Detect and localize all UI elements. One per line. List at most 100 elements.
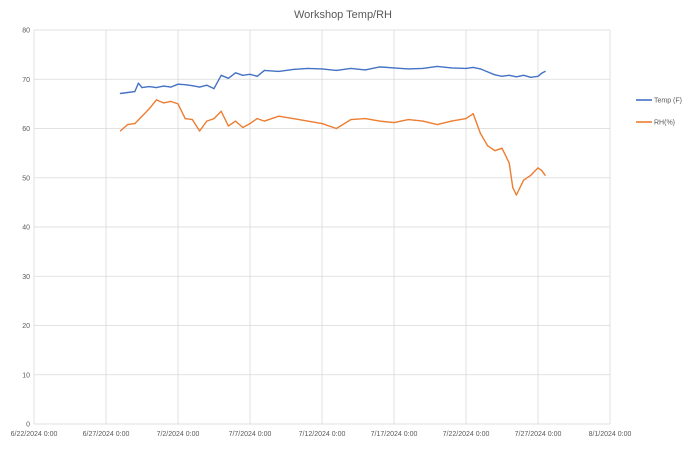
data-point: [206, 84, 208, 86]
data-point: [544, 70, 546, 72]
legend-label-temp: Temp (F): [654, 98, 682, 105]
data-point: [508, 74, 510, 76]
data-point: [494, 150, 496, 152]
data-point: [242, 74, 244, 76]
data-point: [494, 74, 496, 76]
data-point: [479, 132, 481, 134]
data-point: [335, 69, 337, 71]
data-point: [163, 85, 165, 87]
data-point: [379, 66, 381, 68]
data-point: [465, 118, 467, 120]
data-point: [278, 70, 280, 72]
data-point: [512, 187, 514, 189]
data-point: [278, 115, 280, 117]
y-axis: 0 10 20 30 40 50 60 70 80: [22, 28, 30, 429]
data-point: [451, 67, 453, 69]
data-point: [119, 92, 121, 95]
data-point: [134, 123, 136, 125]
data-point: [544, 174, 546, 176]
data-point: [472, 113, 474, 115]
data-point: [170, 100, 172, 102]
data-point: [199, 86, 201, 88]
series-line-rh: [119, 99, 546, 196]
data-point: [191, 119, 193, 121]
data-point: [184, 118, 186, 120]
data-point: [487, 145, 489, 147]
data-point: [191, 85, 193, 87]
legend: Temp (F) RH(%): [636, 98, 682, 127]
y-tick-label: 50: [22, 175, 30, 182]
data-point: [407, 68, 409, 70]
data-point: [523, 179, 525, 181]
plot-area: [119, 65, 546, 196]
data-point: [321, 123, 323, 125]
data-point: [350, 119, 352, 121]
y-tick-label: 80: [22, 28, 30, 35]
data-point: [263, 69, 265, 71]
data-point: [213, 88, 215, 90]
data-point: [422, 120, 424, 122]
y-tick-label: 30: [22, 274, 30, 281]
data-point: [451, 120, 453, 122]
data-point: [127, 124, 129, 126]
data-point: [541, 169, 543, 171]
data-point: [537, 75, 539, 77]
x-tick-label: 8/1/2024 0:00: [589, 431, 632, 438]
data-point: [227, 125, 229, 127]
data-point: [292, 68, 294, 70]
x-tick-label: 7/2/2024 0:00: [157, 431, 200, 438]
data-point: [256, 118, 258, 120]
data-point: [465, 67, 467, 69]
legend-label-rh: RH(%): [654, 120, 675, 127]
data-point: [177, 103, 179, 105]
data-point: [249, 123, 251, 125]
data-point: [292, 118, 294, 120]
data-point: [227, 77, 229, 79]
data-point: [256, 75, 258, 77]
data-point: [479, 68, 481, 70]
data-point: [242, 126, 244, 129]
data-point: [321, 68, 323, 70]
data-point: [235, 72, 237, 74]
data-point: [379, 120, 381, 122]
data-point: [235, 120, 237, 122]
y-tick-label: 60: [22, 126, 30, 133]
data-point: [501, 147, 503, 149]
data-point: [515, 76, 518, 78]
data-point: [472, 66, 474, 68]
x-tick-label: 6/27/2024 0:00: [83, 431, 130, 438]
data-point: [487, 71, 489, 73]
data-point: [307, 67, 309, 69]
data-point: [141, 87, 143, 89]
data-point: [364, 69, 366, 71]
x-tick-label: 7/27/2024 0:00: [515, 431, 562, 438]
data-point: [263, 120, 265, 122]
grid-lines: [33, 29, 611, 425]
data-point: [206, 120, 208, 122]
x-tick-label: 7/7/2024 0:00: [229, 431, 272, 438]
data-point: [407, 119, 409, 121]
data-point: [155, 99, 157, 101]
data-point: [220, 74, 222, 76]
data-point: [119, 130, 121, 132]
data-point: [350, 67, 352, 69]
data-point: [127, 91, 129, 94]
data-point: [436, 124, 438, 126]
data-point: [501, 75, 503, 77]
y-tick-label: 10: [22, 372, 30, 379]
data-point: [137, 82, 139, 84]
data-point: [249, 73, 251, 75]
x-tick-label: 7/22/2024 0:00: [443, 431, 490, 438]
data-point: [148, 108, 150, 110]
y-tick-label: 70: [22, 77, 30, 84]
data-point: [422, 67, 424, 69]
data-point: [220, 110, 222, 112]
y-tick-label: 0: [26, 422, 30, 429]
chart-title: Workshop Temp/RH: [294, 9, 392, 21]
data-point: [530, 174, 532, 176]
data-point: [537, 167, 539, 169]
x-tick-label: 7/17/2024 0:00: [371, 431, 418, 438]
x-axis: 6/22/2024 0:00 6/27/2024 0:00 7/2/2024 0:0…: [11, 431, 632, 438]
